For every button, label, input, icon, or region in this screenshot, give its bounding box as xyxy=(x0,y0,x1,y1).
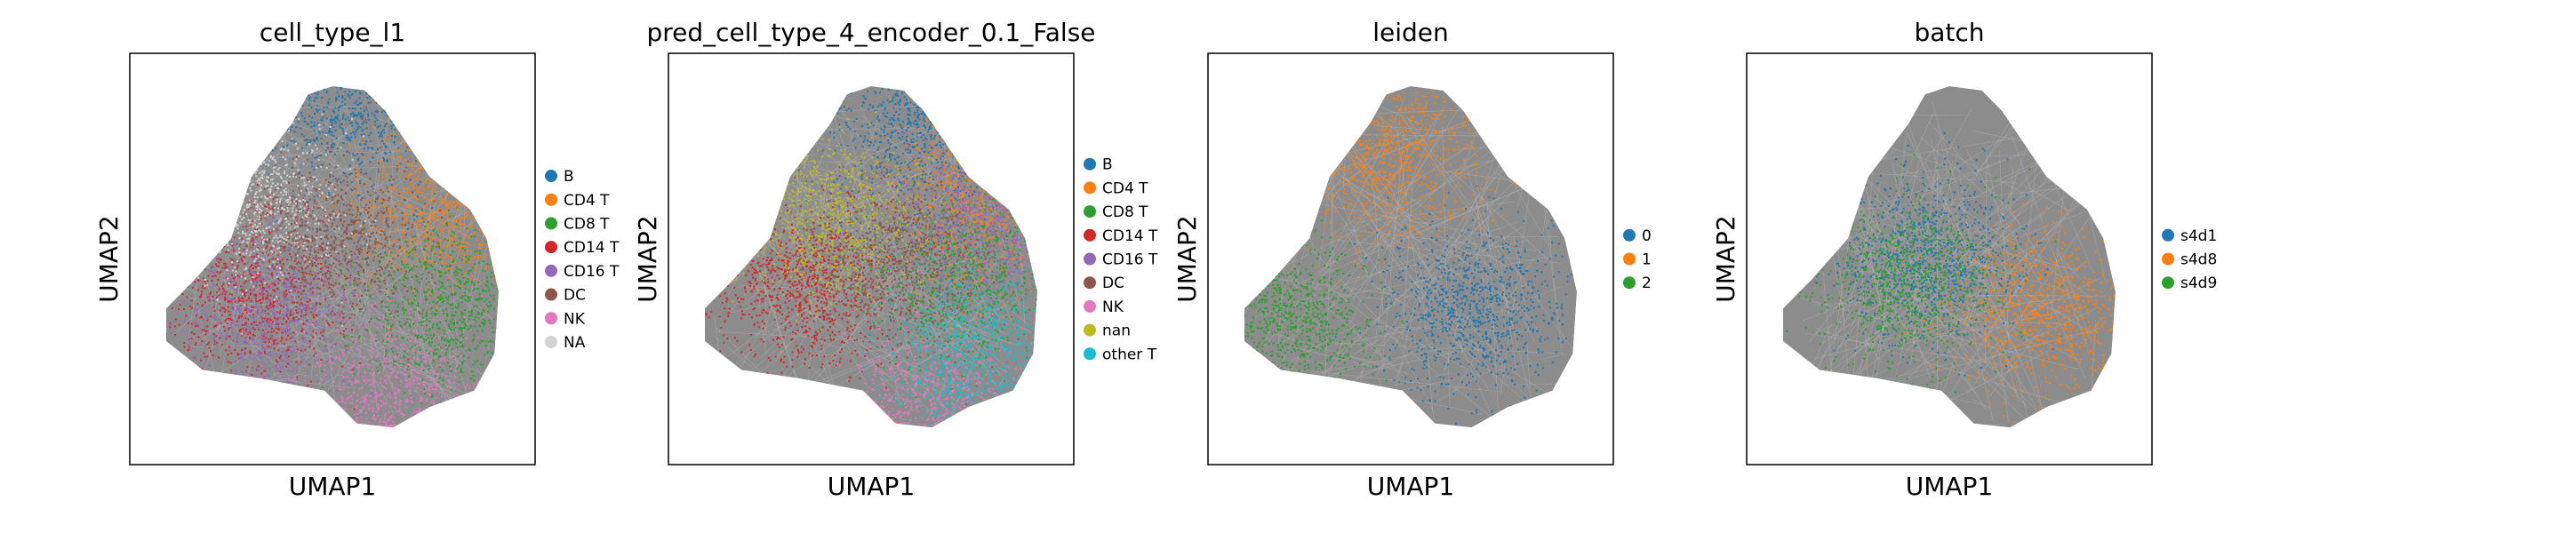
legend-marker xyxy=(545,217,557,230)
x-axis-label: UMAP1 xyxy=(289,472,377,501)
legend-marker xyxy=(2162,276,2174,290)
legend-marker xyxy=(1084,228,1096,242)
legend-label: NK xyxy=(1102,298,1124,316)
graph-edges-background xyxy=(1244,86,1577,428)
legend-marker xyxy=(1084,347,1096,361)
legend-label: CD16 T xyxy=(564,263,620,281)
legend-label: 1 xyxy=(1642,251,1652,269)
legend-label: CD16 T xyxy=(1102,251,1158,269)
legend-marker xyxy=(1084,299,1096,313)
x-axis-label: UMAP1 xyxy=(828,472,916,501)
y-axis-label: UMAP2 xyxy=(94,215,124,303)
legend-label: 0 xyxy=(1642,227,1652,245)
legend-marker xyxy=(545,264,557,277)
legend-label: s4d1 xyxy=(2180,227,2217,245)
legend-label: CD14 T xyxy=(1102,227,1158,245)
axes-frame xyxy=(1207,52,1614,465)
legend-label: s4d8 xyxy=(2180,251,2217,269)
legend-label: CD14 T xyxy=(564,239,620,257)
y-axis-label: UMAP2 xyxy=(1172,215,1202,303)
legend-label: DC xyxy=(564,287,586,305)
y-axis-label: UMAP2 xyxy=(1711,215,1740,303)
legend-label: B xyxy=(564,168,574,186)
legend-marker xyxy=(1623,276,1636,290)
legend: B CD4 T CD8 T CD14 T CD16 T DC NK nan other T xyxy=(1084,156,1158,363)
y-axis-label: UMAP2 xyxy=(633,215,662,303)
x-axis-label: UMAP1 xyxy=(1367,472,1455,501)
series-dc xyxy=(176,116,469,376)
legend-marker xyxy=(545,193,557,206)
series-s4d8 xyxy=(1865,166,2116,425)
legend-label: NK xyxy=(564,310,586,328)
legend-marker xyxy=(545,170,557,183)
legend-label: s4d9 xyxy=(2180,274,2217,292)
legend-label: NA xyxy=(564,334,586,352)
umap-panel-3: leiden UMAP1 UMAP2 0 1 2 xyxy=(1172,18,1652,501)
legend-label: CD8 T xyxy=(1102,203,1148,221)
legend-marker xyxy=(1084,276,1096,290)
legend-marker xyxy=(1084,157,1096,171)
panel-title: cell_type_l1 xyxy=(260,18,405,47)
legend-marker xyxy=(545,288,557,301)
series-cd14-t xyxy=(705,164,925,414)
legend-label: DC xyxy=(1102,274,1124,292)
legend-marker xyxy=(1623,228,1636,242)
legend-label: 2 xyxy=(1642,274,1652,292)
legend: 0 1 2 xyxy=(1623,227,1652,292)
embedding-cells xyxy=(705,86,1037,428)
axes-frame xyxy=(1746,52,2153,465)
legend-marker xyxy=(2162,252,2174,266)
axes-frame xyxy=(668,52,1075,465)
legend-label: other T xyxy=(1102,346,1157,363)
panel-title: batch xyxy=(1914,18,1984,47)
umap-panel-4: batch UMAP1 UMAP2 s4d1 s4d8 s4d9 xyxy=(1711,18,2217,501)
umap-panel-2: pred_cell_type_4_encoder_0.1_False UMAP1 U… xyxy=(633,18,1158,501)
legend-marker xyxy=(1084,205,1096,219)
legend-label: CD4 T xyxy=(1102,179,1148,197)
legend-marker xyxy=(1084,323,1096,337)
legend-marker xyxy=(1084,181,1096,195)
legend-marker xyxy=(545,335,557,348)
panel-title: pred_cell_type_4_encoder_0.1_False xyxy=(646,18,1095,47)
legend: B CD4 T CD8 T CD14 T CD16 T DC NK NA xyxy=(545,168,620,352)
panel-title: leiden xyxy=(1372,18,1449,47)
series-cd8-t xyxy=(805,158,1037,405)
series-s4d9 xyxy=(1786,154,2063,425)
legend-label: B xyxy=(1102,156,1113,174)
series-cd16-t xyxy=(166,164,401,428)
series-0 xyxy=(1334,157,1577,426)
embedding-cells xyxy=(1783,86,2116,428)
legend: s4d1 s4d8 s4d9 xyxy=(2162,227,2217,292)
legend-marker xyxy=(2162,228,2174,242)
legend-marker xyxy=(545,241,557,254)
legend-label: CD8 T xyxy=(564,215,610,233)
axes-frame xyxy=(129,52,536,465)
embedding-cells xyxy=(166,86,499,428)
embedding-cells xyxy=(1244,86,1577,428)
umap-panel-1: cell_type_l1 UMAP1 UMAP2 B CD4 T CD8 T CD14 T C… xyxy=(94,18,620,501)
legend-marker xyxy=(1084,252,1096,266)
legend-label: nan xyxy=(1102,322,1131,340)
x-axis-label: UMAP1 xyxy=(1906,472,1994,501)
legend-label: CD4 T xyxy=(564,192,610,210)
legend-marker xyxy=(1623,252,1636,266)
legend-marker xyxy=(545,312,557,325)
series-other-t xyxy=(828,227,1037,428)
